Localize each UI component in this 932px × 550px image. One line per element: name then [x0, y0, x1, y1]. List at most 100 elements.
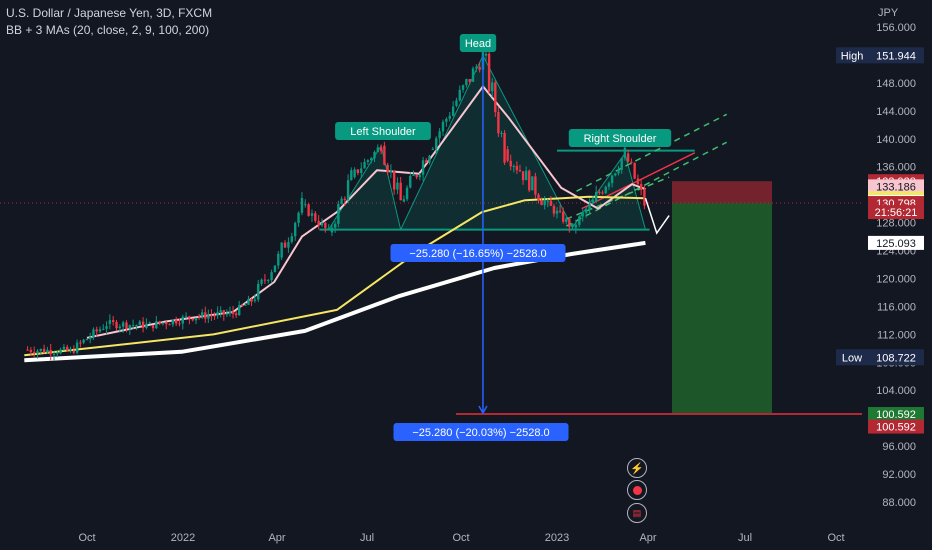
candle-body	[165, 322, 168, 325]
candle-body	[509, 160, 512, 167]
candle-body	[56, 353, 59, 355]
candle-body	[412, 175, 415, 177]
candle-body	[571, 223, 574, 227]
candle-body	[121, 322, 125, 327]
x-tick-label: Apr	[268, 532, 285, 544]
candle-body	[88, 337, 92, 340]
price-tag-bg	[868, 205, 924, 220]
candle-body	[188, 316, 191, 319]
price-tag-bg	[868, 235, 924, 250]
take-profit-zone	[672, 203, 772, 415]
measure-label-bg	[390, 244, 566, 262]
candle-body	[633, 162, 636, 179]
candle-body	[39, 348, 42, 351]
candle-body	[231, 311, 235, 314]
x-tick-label: Jul	[738, 532, 752, 544]
candle-body	[225, 313, 229, 315]
candles	[26, 47, 646, 361]
candle-body	[521, 171, 525, 181]
candle-body	[500, 132, 503, 134]
measure-label-bg	[393, 423, 569, 441]
candle-body	[204, 312, 207, 319]
price-tag: 100.592	[876, 409, 916, 421]
candle-body	[263, 279, 267, 281]
candle-body	[445, 118, 448, 122]
candle-body	[79, 342, 82, 344]
candle-body	[330, 227, 334, 233]
candle-body	[85, 339, 89, 341]
candle-body	[138, 321, 141, 326]
candle-body	[171, 319, 175, 325]
candle-body	[555, 210, 559, 214]
candle-body	[253, 299, 257, 301]
candle-body	[66, 346, 69, 351]
candle-body	[465, 79, 468, 86]
candle-body	[512, 165, 516, 167]
candle-body	[630, 161, 633, 163]
y-tick-label: 148.000	[876, 78, 916, 90]
price-tag: 21:56:21	[875, 207, 918, 219]
candle-body	[451, 106, 455, 116]
y-tick-label: 140.000	[876, 134, 916, 146]
candle-body	[421, 160, 425, 175]
hl-value: 108.722	[876, 352, 916, 364]
candle-body	[241, 305, 244, 307]
candle-body	[310, 213, 314, 216]
candle-body	[528, 170, 531, 191]
record-icon[interactable]	[627, 480, 647, 500]
price-tag: 125.093	[876, 238, 916, 250]
candle-body	[194, 317, 198, 321]
hl-value-bg	[868, 349, 924, 366]
symbol-title[interactable]: U.S. Dollar / Japanese Yen, 3D, FXCM	[6, 6, 213, 20]
candle-body	[300, 198, 304, 213]
indicator-legend[interactable]: BB + 3 MAs (20, close, 2, 9, 100, 200)	[6, 23, 210, 37]
candle-body	[307, 204, 310, 216]
candle-body	[82, 339, 85, 343]
pattern-label: Head	[465, 38, 491, 50]
x-tick-label: Oct	[827, 532, 844, 544]
candle-body	[491, 82, 494, 92]
x-tick-label: Jul	[360, 532, 374, 544]
candle-body	[604, 186, 607, 194]
candle-body	[52, 353, 56, 355]
candle-body	[537, 194, 540, 201]
candle-body	[458, 89, 461, 101]
candle-body	[125, 322, 128, 329]
y-tick-label: 136.000	[876, 162, 916, 174]
y-tick-label: 104.000	[876, 385, 916, 397]
candle-body	[363, 161, 366, 169]
us-flag-icon[interactable]: ▤	[627, 503, 647, 523]
candle-body	[151, 325, 155, 329]
x-tick-label: Apr	[639, 532, 656, 544]
candle-body	[478, 66, 481, 70]
candle-body	[518, 170, 522, 172]
lightning-icon[interactable]: ⚡	[627, 458, 647, 478]
pattern-label: Right Shoulder	[584, 133, 657, 145]
candle-body	[402, 199, 406, 202]
candle-body	[46, 349, 49, 353]
candle-body	[320, 222, 324, 226]
candle-body	[601, 192, 604, 194]
candle-body	[591, 199, 595, 204]
hl-tag-bg	[836, 47, 868, 64]
candle-body	[461, 85, 465, 90]
candle-body	[540, 200, 543, 206]
candle-body	[383, 145, 386, 165]
candle-body	[636, 178, 640, 185]
x-tick-label: 2022	[171, 532, 195, 544]
candle-body	[327, 227, 330, 229]
candle-body	[561, 211, 565, 222]
candle-body	[343, 198, 347, 200]
measure-label: −25.280 (−16.65%) −2528.0	[409, 248, 546, 260]
x-tick-label: Oct	[452, 532, 469, 544]
candle-body	[141, 321, 145, 328]
candle-body	[131, 325, 135, 327]
candle-body	[29, 349, 33, 353]
candle-body	[546, 200, 549, 202]
candle-body	[389, 170, 393, 173]
candle-body	[333, 223, 337, 228]
candle-body	[304, 204, 307, 206]
candle-body	[210, 315, 213, 317]
